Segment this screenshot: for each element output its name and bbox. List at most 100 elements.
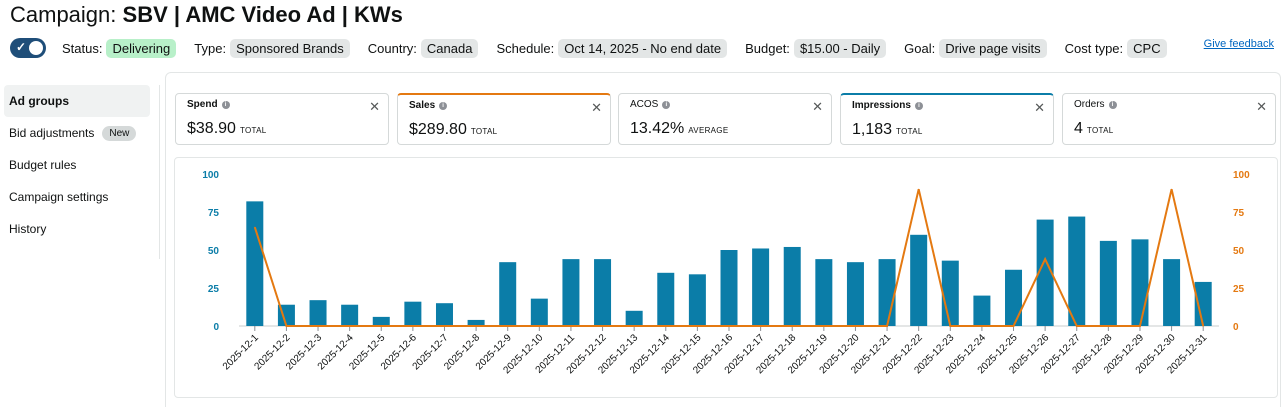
sidebar-item-campaign-settings[interactable]: Campaign settings — [4, 181, 159, 213]
metric-card-spend[interactable]: Spend i $38.90 TOTAL ✕ — [175, 93, 389, 145]
chart-bar — [1194, 281, 1212, 326]
type-value: Sponsored Brands — [230, 38, 350, 58]
metric-label-text: Impressions — [852, 100, 911, 111]
sidebar-item-ad-groups[interactable]: Ad groups — [4, 85, 150, 117]
line-point — [1013, 325, 1015, 327]
info-icon[interactable]: i — [914, 101, 923, 110]
sidebar-item-label: Budget rules — [9, 158, 77, 172]
new-badge: New — [102, 125, 137, 141]
line-point — [317, 325, 319, 327]
metric-value: $38.90 TOTAL — [187, 120, 266, 138]
line-point — [728, 325, 730, 327]
goal-label: Goal: — [904, 40, 936, 56]
right-axis-tick-label: 100 — [1233, 170, 1250, 181]
chart-bar — [846, 262, 864, 326]
line-point — [696, 325, 698, 327]
metric-value: 4 TOTAL — [1074, 120, 1113, 138]
metric-unit: TOTAL — [1086, 126, 1114, 135]
metric-label-text: Sales — [409, 100, 436, 111]
metric-label: Impressions i — [852, 100, 923, 111]
line-point — [285, 325, 287, 327]
campaign-sidebar: Ad groups Bid adjustments New Budget rul… — [4, 85, 160, 259]
close-icon[interactable]: ✕ — [1034, 100, 1045, 115]
info-icon[interactable]: i — [439, 101, 448, 110]
metric-unit: TOTAL — [470, 127, 498, 136]
chart-bar — [341, 304, 359, 326]
sidebar-item-history[interactable]: History — [4, 213, 159, 245]
line-point — [1171, 188, 1173, 190]
info-icon[interactable]: i — [221, 100, 230, 109]
metric-value-text: 1,183 — [852, 121, 893, 138]
line-point — [254, 226, 256, 228]
line-point — [1202, 325, 1204, 327]
cost-type-label: Cost type: — [1064, 40, 1124, 56]
country-label: Country: — [367, 40, 417, 56]
chart-bar — [720, 250, 738, 326]
info-icon[interactable]: i — [662, 100, 671, 109]
country-value: Canada — [420, 38, 479, 58]
metric-card-impressions[interactable]: Impressions i 1,183 TOTAL ✕ — [840, 93, 1054, 145]
line-point — [1076, 325, 1078, 327]
line-point — [1139, 325, 1141, 327]
metric-card-orders[interactable]: Orders i 4 TOTAL ✕ — [1062, 93, 1276, 145]
chart-bar — [910, 234, 928, 326]
left-axis-tick-label: 0 — [213, 322, 219, 333]
line-point — [665, 325, 667, 327]
title-prefix: Campaign: — [10, 2, 117, 27]
left-axis-tick-label: 25 — [208, 284, 220, 295]
close-icon[interactable]: ✕ — [812, 99, 823, 114]
metric-unit: TOTAL — [239, 126, 267, 135]
chart-bar — [435, 303, 453, 326]
sidebar-item-bid-adjustments[interactable]: Bid adjustments New — [4, 117, 159, 149]
info-icon[interactable]: i — [1108, 100, 1117, 109]
chart-bar — [752, 248, 770, 326]
line-point — [570, 325, 572, 327]
line-point — [1044, 258, 1046, 260]
campaign-status-toggle[interactable]: ✓ — [10, 38, 46, 58]
chart-bar — [878, 259, 896, 326]
toggle-knob — [29, 41, 43, 55]
line-point — [412, 325, 414, 327]
close-icon[interactable]: ✕ — [1256, 99, 1267, 114]
line-point — [823, 325, 825, 327]
close-icon[interactable]: ✕ — [591, 100, 602, 115]
page-title: Campaign: SBV | AMC Video Ad | KWs — [10, 2, 403, 28]
metric-label-text: Orders — [1074, 99, 1105, 110]
status-label: Status: — [62, 40, 103, 56]
give-feedback-link[interactable]: Give feedback — [1203, 38, 1274, 50]
right-axis-tick-label: 0 — [1233, 322, 1239, 333]
right-axis-tick-label: 25 — [1233, 284, 1245, 295]
chart-bar — [973, 295, 991, 326]
goal-value: Drive page visits — [939, 38, 1047, 58]
metric-label: Spend i — [187, 99, 230, 110]
close-icon[interactable]: ✕ — [369, 99, 380, 114]
chart-bar — [657, 272, 675, 326]
chart-bar — [562, 259, 580, 326]
line-point — [602, 325, 604, 327]
chart-bar — [1163, 259, 1181, 326]
sidebar-item-label: Bid adjustments — [9, 126, 95, 140]
line-point — [1107, 325, 1109, 327]
metric-value-text: $38.90 — [187, 120, 236, 137]
chart-bar — [1131, 239, 1149, 326]
line-point — [380, 325, 382, 327]
campaign-meta-bar: ✓ Status: Delivering Type: Sponsored Bra… — [10, 37, 1185, 59]
schedule-label: Schedule: — [496, 40, 555, 56]
chart-bar — [625, 310, 643, 326]
metric-value: 1,183 TOTAL — [852, 121, 923, 139]
metric-value: $289.80 TOTAL — [409, 121, 497, 139]
line-point — [886, 325, 888, 327]
budget-value: $15.00 - Daily — [793, 38, 887, 58]
chart-bar — [499, 262, 517, 326]
metric-label-text: ACOS — [630, 99, 659, 110]
chart-bar — [815, 259, 833, 326]
campaign-name: SBV | AMC Video Ad | KWs — [122, 2, 403, 27]
line-point — [507, 325, 509, 327]
sidebar-item-budget-rules[interactable]: Budget rules — [4, 149, 159, 181]
right-axis-tick-label: 75 — [1233, 208, 1245, 219]
line-point — [949, 325, 951, 327]
metric-card-acos[interactable]: ACOS i 13.42% AVERAGE ✕ — [618, 93, 832, 145]
left-axis-tick-label: 50 — [208, 246, 220, 257]
metric-card-sales[interactable]: Sales i $289.80 TOTAL ✕ — [397, 93, 611, 145]
chart-bar — [246, 201, 264, 326]
